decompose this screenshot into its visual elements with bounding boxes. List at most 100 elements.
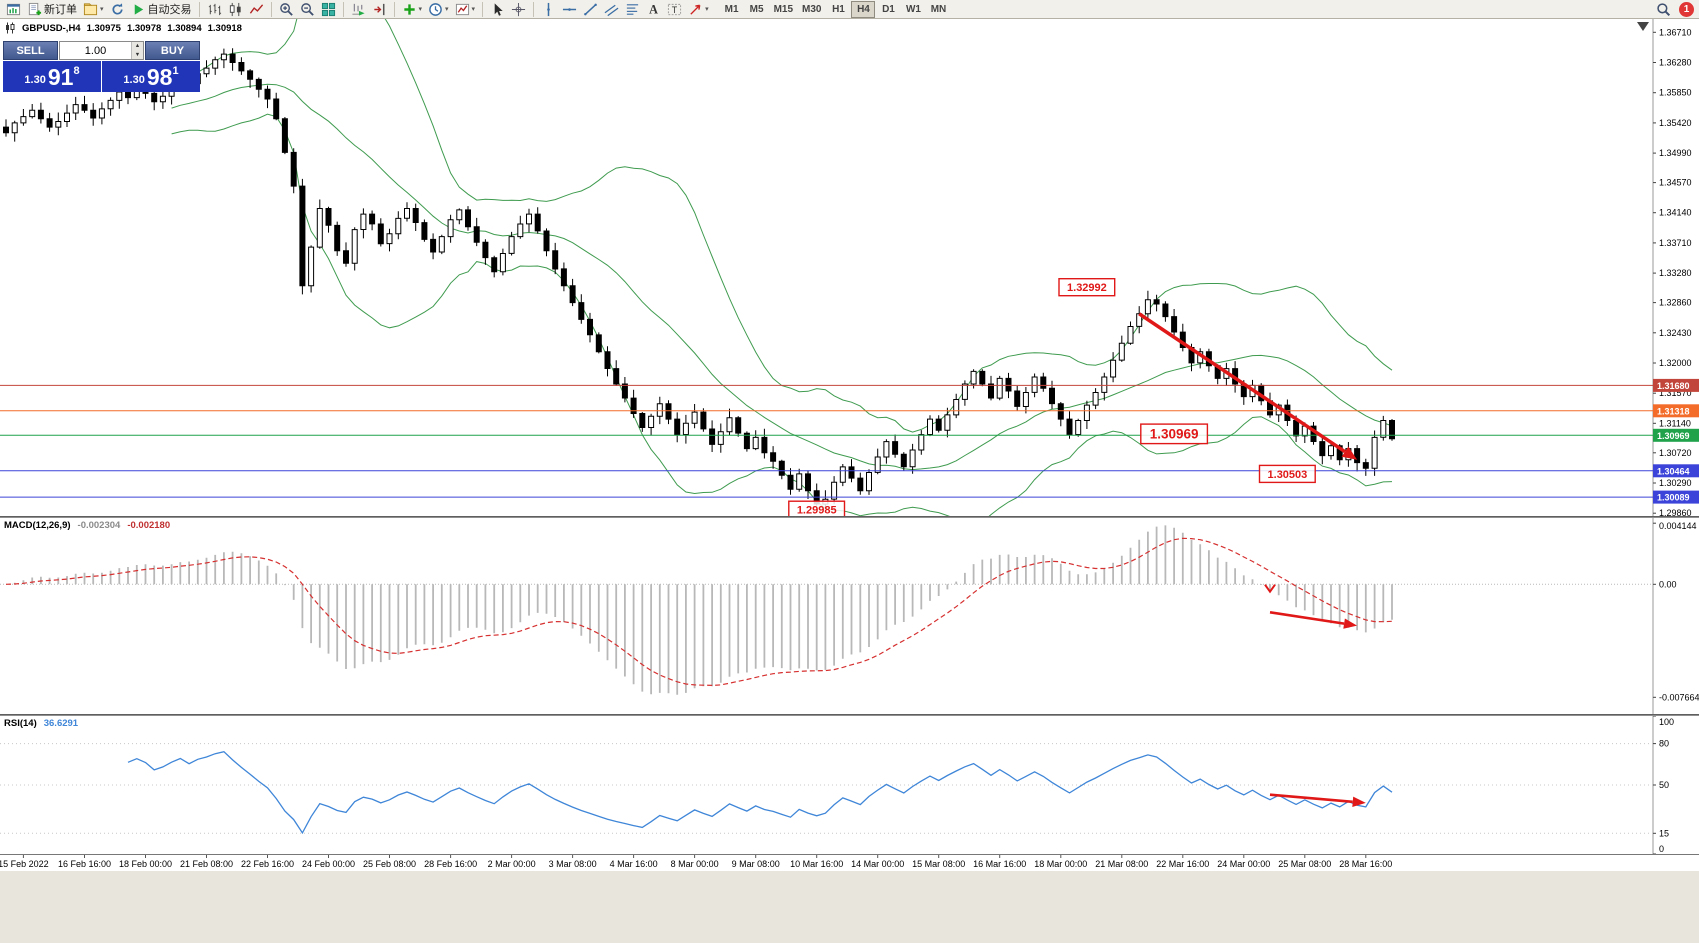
toolbar-button-templates[interactable]: ▾ (452, 0, 479, 18)
volume-input[interactable] (60, 42, 131, 59)
toolbar-button-line-chart[interactable] (246, 0, 267, 18)
horizontal-level[interactable]: 1.30969 (0, 428, 1699, 442)
macd-chart-svg[interactable]: 0.004144 0.00 -0.007664 (0, 518, 1699, 714)
trendline-icon (584, 3, 597, 15)
notification-badge[interactable]: 1 (1679, 1, 1694, 17)
panel-splitter[interactable] (0, 714, 1699, 716)
buy-button[interactable]: BUY (145, 41, 200, 60)
tf-button-H1[interactable]: H1 (826, 1, 850, 18)
toolbar-button-arrows[interactable]: ▾ (685, 0, 712, 18)
chart-shift-icon (373, 3, 384, 15)
rsi-chart-svg[interactable]: 100 80 50 15 0 (0, 716, 1699, 854)
price-tag[interactable] (1653, 404, 1699, 418)
rsi-arrow[interactable] (1269, 793, 1366, 807)
toolbar-button-channel[interactable] (601, 0, 622, 18)
symbol-icon (4, 22, 16, 34)
trend-arrow[interactable] (1138, 312, 1358, 460)
main-chart-svg[interactable]: 1.36710 1.36280 1.35850 1.35420 1.34990 1.345… (0, 19, 1699, 516)
sell-price-display[interactable]: 1.30 91 8 (3, 61, 101, 92)
toolbar-button-chart-shift[interactable] (369, 0, 390, 18)
toolbar-button-trendline[interactable] (580, 0, 601, 18)
price-annotation[interactable]: 1.29985 (788, 500, 846, 516)
horizontal-level[interactable]: 1.30464 (0, 464, 1699, 478)
periods-icon (429, 2, 442, 16)
price-annotation[interactable]: 1.32992 (1058, 278, 1116, 297)
toolbar-button-search[interactable] (1653, 0, 1674, 18)
toolbar-button-new-chart[interactable] (3, 0, 24, 18)
chart-shift-marker[interactable] (1637, 22, 1649, 31)
time-axis[interactable]: 15 Feb 2022 16 Feb 16:00 18 Feb 00:00 21 Fe… (0, 854, 1699, 871)
price-tag[interactable] (1653, 428, 1699, 442)
caret-down-icon: ▾ (445, 6, 449, 13)
toolbar-button-zoom-in[interactable] (276, 0, 297, 18)
toolbar-button-crosshair[interactable] (508, 0, 529, 18)
rsi-panel[interactable]: 100 80 50 15 0 RSI(14) 36.6291 (0, 716, 1699, 854)
macd-check-annotation[interactable] (1264, 584, 1276, 594)
toolbar-separator (342, 1, 344, 17)
svg-text:25 Feb 08:00: 25 Feb 08:00 (363, 859, 416, 869)
price-tag[interactable] (1653, 378, 1699, 392)
tf-button-MN[interactable]: MN (926, 1, 950, 18)
toolbar-button-zoom-out[interactable] (297, 0, 318, 18)
line-chart-icon (249, 3, 263, 14)
toolbar-button-new-order[interactable]: 新订单 (24, 0, 80, 18)
toolbar-button-fibonacci[interactable] (622, 0, 643, 18)
volume-spinner: ▲ ▼ (131, 42, 143, 59)
svg-text:1.31140: 1.31140 (1659, 418, 1691, 428)
svg-text:0.004144: 0.004144 (1659, 521, 1697, 531)
price-annotation[interactable]: 1.30969 (1140, 423, 1209, 445)
tf-button-H4[interactable]: H4 (851, 0, 876, 18)
volume-decrease-icon[interactable]: ▼ (132, 50, 143, 59)
macd-main-value: -0.002304 (77, 520, 121, 531)
bull-candles (11, 53, 1387, 505)
toolbar-button-tile-windows[interactable] (318, 0, 339, 18)
svg-text:1.34990: 1.34990 (1659, 148, 1692, 158)
toolbar-button-indicators[interactable]: ▾ (399, 0, 426, 18)
svg-text:3 Mar 08:00: 3 Mar 08:00 (549, 859, 597, 869)
tf-button-M30[interactable]: M30 (798, 1, 825, 18)
indicators-icon (403, 3, 415, 15)
toolbar-button-text[interactable]: A (643, 0, 664, 18)
price-annotation[interactable]: 1.30503 (1258, 464, 1316, 484)
svg-text:28 Mar 16:00: 28 Mar 16:00 (1339, 859, 1392, 869)
horizontal-level[interactable]: 1.31318 (0, 404, 1699, 418)
tf-button-W1[interactable]: W1 (901, 1, 925, 18)
toolbar-button-vertical-line[interactable] (538, 0, 559, 18)
buy-price-pipette: 1 (172, 65, 179, 77)
svg-text:1.31570: 1.31570 (1659, 388, 1692, 398)
caret-down-icon: ▾ (705, 6, 709, 13)
macd-panel[interactable]: 0.004144 0.00 -0.007664 MACD(12,26,9) -0.0… (0, 518, 1699, 714)
tile-windows-icon (321, 2, 335, 16)
toolbar-button-autotrading[interactable]: 自动交易 (128, 0, 195, 18)
price-tag[interactable] (1653, 490, 1699, 504)
toolbar-button-candles[interactable] (225, 0, 246, 18)
horizontal-level[interactable]: 1.31680 (0, 378, 1699, 392)
svg-text:1.30969: 1.30969 (1150, 427, 1199, 442)
toolbar-button-profiles[interactable]: ▾ (80, 0, 107, 18)
main-chart-panel[interactable]: 1.36710 1.36280 1.35850 1.35420 1.34990 1.345… (0, 19, 1699, 516)
macd-arrow[interactable] (1269, 611, 1358, 629)
toolbar-button-periods[interactable]: ▾ (425, 0, 452, 18)
toolbar-button-horizontal-line[interactable] (559, 0, 580, 18)
svg-text:22 Mar 16:00: 22 Mar 16:00 (1156, 859, 1209, 869)
volume-increase-icon[interactable]: ▲ (132, 42, 143, 51)
toolbar-button-cursor[interactable] (487, 0, 508, 18)
buy-price-display[interactable]: 1.30 98 1 (102, 61, 200, 92)
tf-button-D1[interactable]: D1 (876, 1, 900, 18)
toolbar-button-refresh[interactable] (107, 0, 128, 18)
svg-text:15: 15 (1659, 828, 1669, 838)
svg-text:24 Mar 00:00: 24 Mar 00:00 (1217, 859, 1270, 869)
sell-button[interactable]: SELL (3, 41, 58, 60)
price-tag[interactable] (1653, 464, 1699, 478)
horizontal-level[interactable]: 1.30089 (0, 490, 1699, 504)
svg-text:1.29985: 1.29985 (797, 505, 837, 516)
toolbar-button-text-label[interactable]: T (664, 0, 685, 18)
tf-button-M1[interactable]: M1 (720, 1, 744, 18)
tf-button-M15[interactable]: M15 (770, 1, 797, 18)
toolbar-button-auto-scroll[interactable] (348, 0, 369, 18)
toolbar-button-bar-chart[interactable] (204, 0, 225, 18)
panel-splitter[interactable] (0, 516, 1699, 518)
tf-button-M5[interactable]: M5 (745, 1, 769, 18)
svg-text:1.32992: 1.32992 (1067, 282, 1107, 294)
